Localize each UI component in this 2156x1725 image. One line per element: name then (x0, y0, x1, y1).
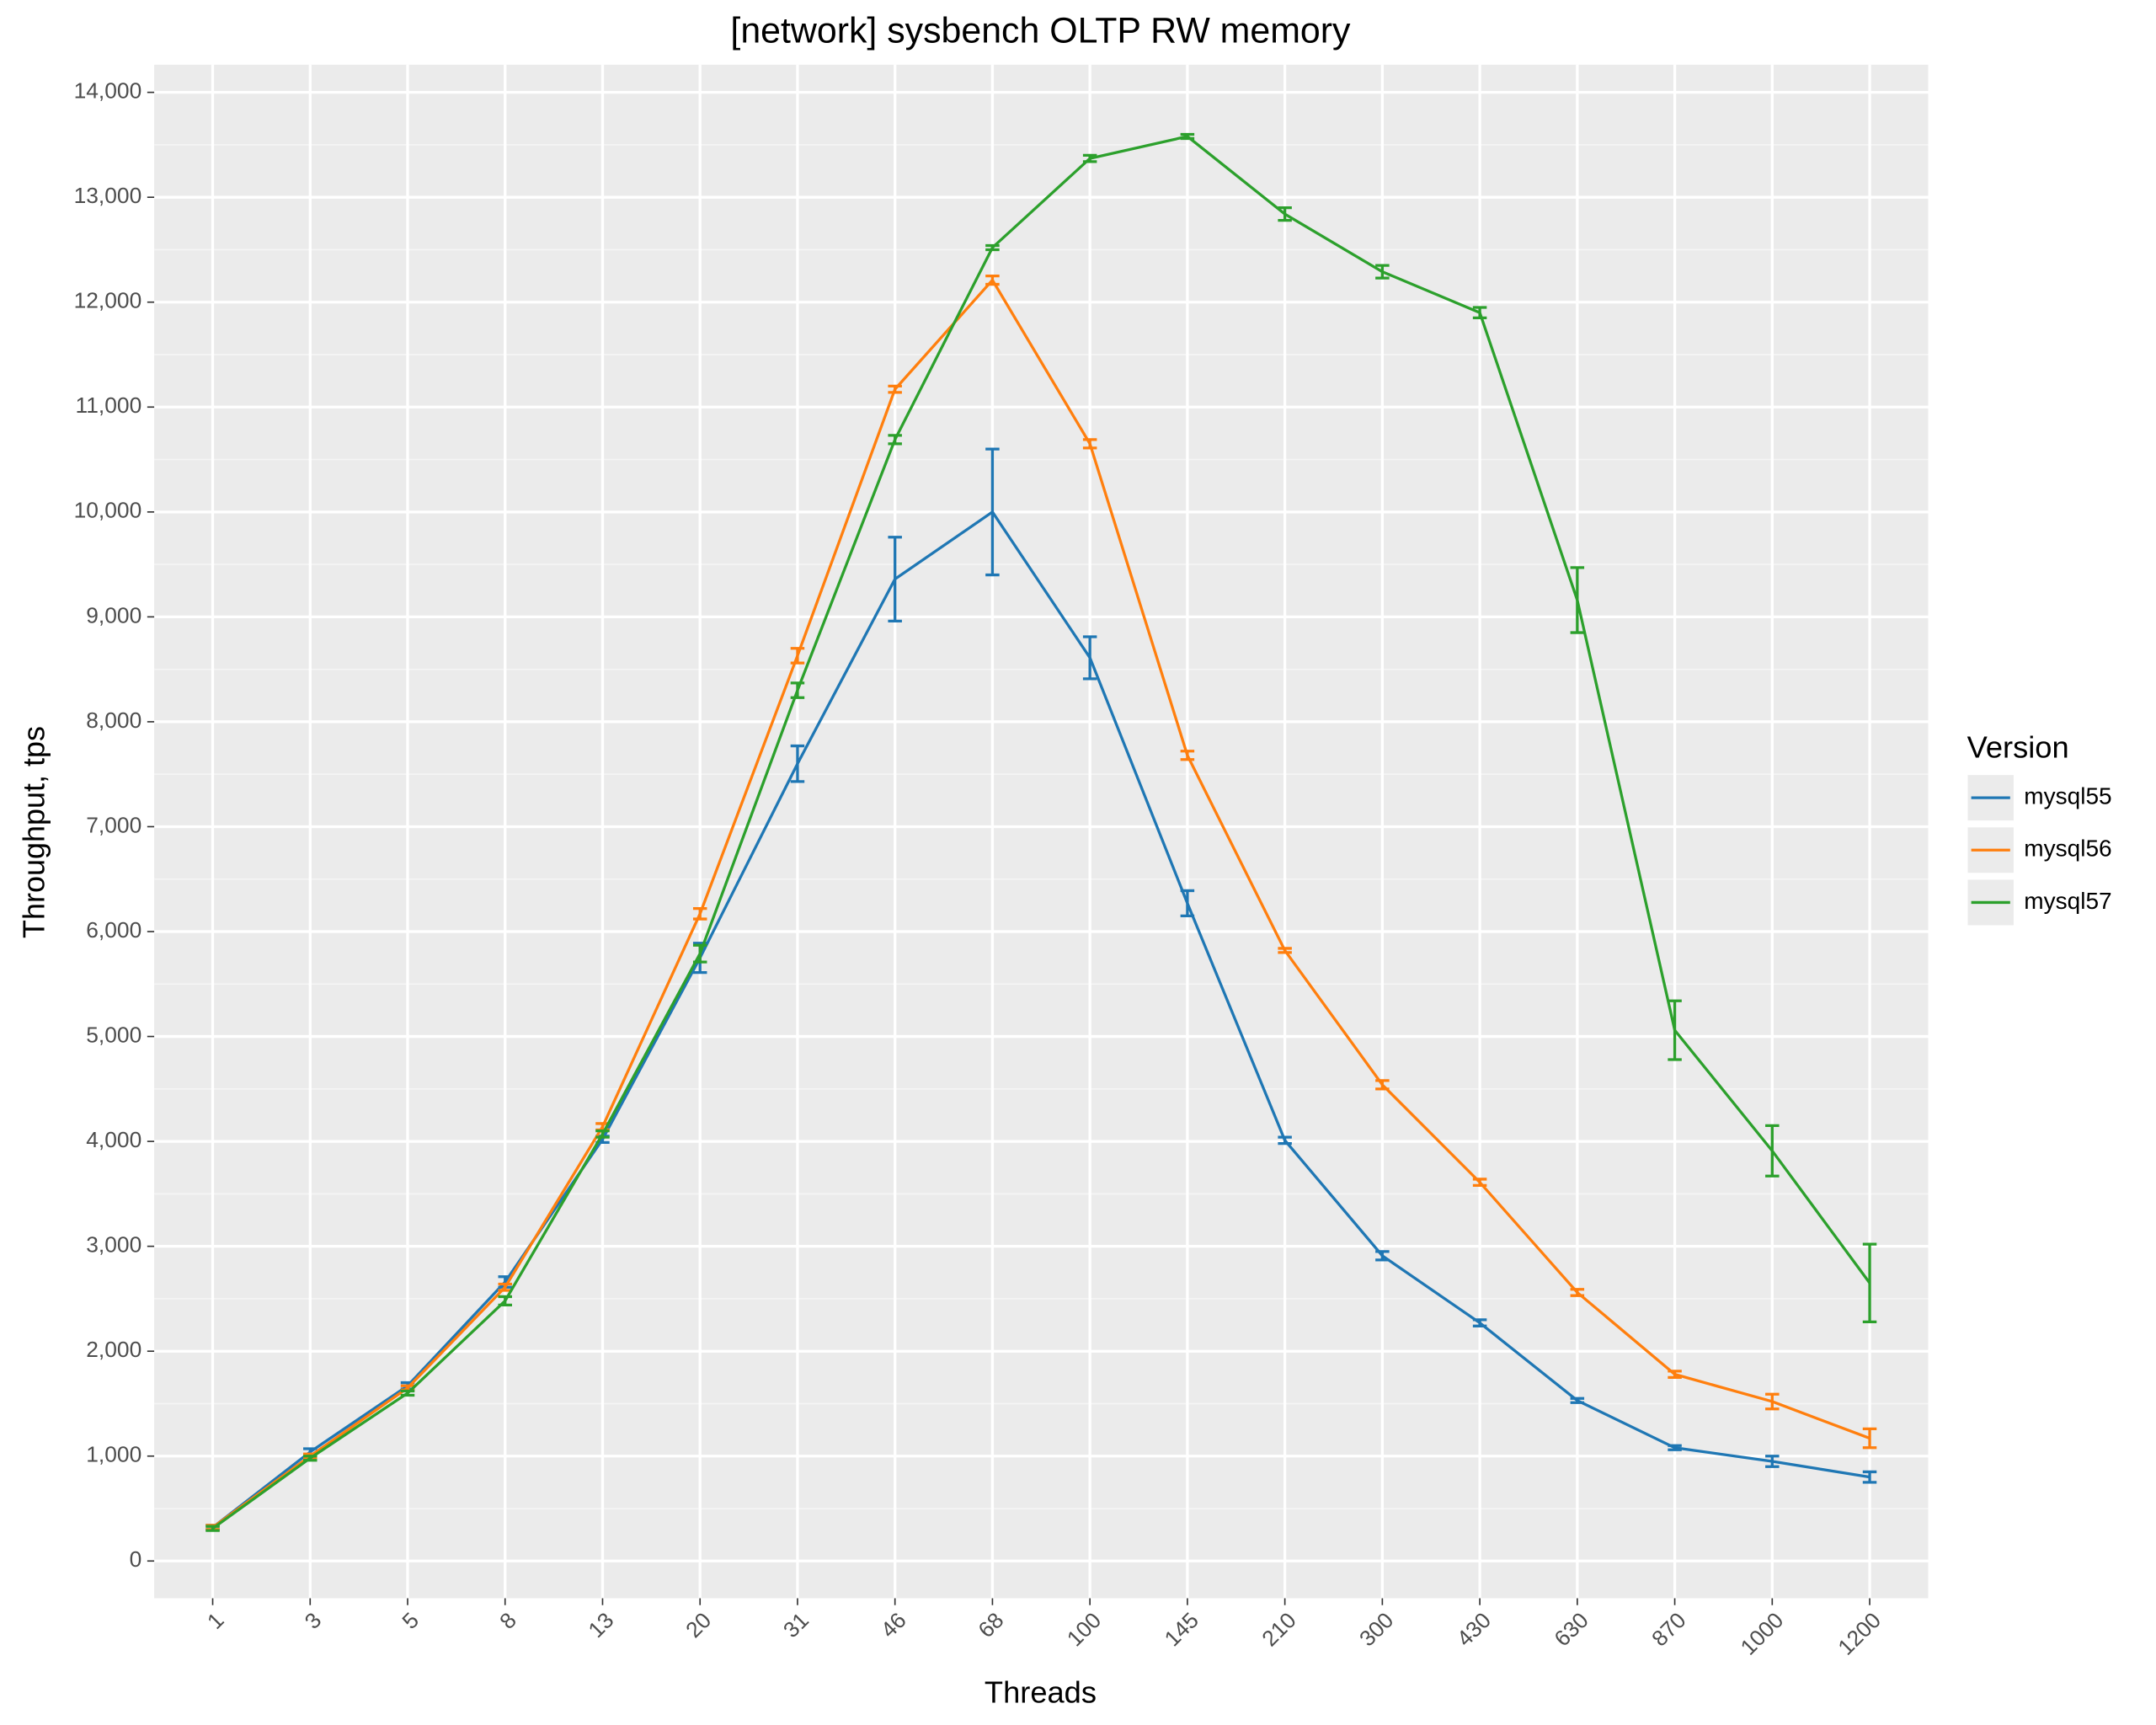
legend-label: mysql55 (2024, 783, 2111, 809)
error-bar (1472, 1318, 1487, 1327)
error-bar (692, 943, 707, 964)
y-tick-label: 13,000 (74, 183, 142, 208)
y-tick-label: 9,000 (86, 602, 141, 628)
error-bar (985, 243, 1000, 252)
x-tick-label: 20 (680, 1607, 716, 1642)
error-bar (1862, 1427, 1877, 1450)
chart-title: [network] sysbench OLTP RW memory (730, 11, 1351, 51)
error-bar (985, 274, 1000, 286)
error-bar (595, 1130, 610, 1139)
error-bar (1570, 1397, 1585, 1404)
x-tick-label: 100 (1062, 1607, 1106, 1651)
y-tick-label: 11,000 (76, 393, 142, 418)
error-bar (1278, 206, 1292, 222)
error-bar (1278, 947, 1292, 954)
error-bar (985, 447, 1000, 577)
error-bar (1180, 132, 1195, 141)
x-tick-label: 13 (584, 1607, 619, 1642)
x-tick-label: 3 (300, 1607, 327, 1633)
error-bar (888, 536, 902, 622)
y-tick-label: 6,000 (86, 917, 141, 943)
error-bar (1082, 438, 1097, 450)
error-bar (1472, 306, 1487, 320)
y-tick-label: 5,000 (86, 1023, 141, 1048)
series-line (211, 135, 1871, 1530)
series-line (211, 510, 1870, 1529)
y-tick-label: 0 (130, 1546, 142, 1572)
error-bar (790, 744, 805, 783)
x-tick-label: 210 (1257, 1607, 1300, 1651)
y-tick-label: 7,000 (86, 812, 141, 837)
error-bar (1082, 635, 1097, 681)
x-tick-label: 8 (494, 1607, 521, 1633)
x-tick-label: 1 (202, 1607, 229, 1633)
x-tick-label: 31 (778, 1607, 814, 1642)
error-bar (1180, 750, 1195, 761)
error-bar (1668, 1444, 1682, 1451)
x-tick-label: 68 (973, 1607, 1008, 1642)
error-bar (1862, 1242, 1877, 1323)
error-bar (888, 434, 902, 446)
marks (205, 132, 1877, 1532)
error-bar (1570, 1288, 1585, 1297)
error-bar (1375, 1079, 1390, 1091)
y-axis-label: Throughput, tps (16, 726, 51, 938)
error-bar (205, 1525, 220, 1532)
y-tick-label: 1,000 (86, 1442, 141, 1467)
error-bar (303, 1455, 318, 1462)
error-bar (790, 647, 805, 665)
y-tick-label: 2,000 (86, 1337, 141, 1362)
error-bar (790, 681, 805, 699)
x-tick-label: 430 (1452, 1607, 1496, 1651)
error-bar (888, 384, 902, 394)
y-tick-label: 3,000 (86, 1232, 141, 1258)
legend-label: mysql57 (2024, 888, 2111, 914)
error-bar (1375, 264, 1390, 280)
error-bar (1765, 1124, 1780, 1178)
error-bar (1570, 566, 1585, 634)
x-axis-label: Threads (985, 1675, 1097, 1710)
error-bar (498, 1295, 512, 1307)
series-line (211, 277, 1870, 1529)
x-tick-label: 630 (1549, 1607, 1593, 1651)
legend-title: Version (1967, 730, 2069, 765)
x-tick-label: 1200 (1833, 1607, 1886, 1659)
error-bar (1375, 1250, 1390, 1262)
error-bar (1765, 1455, 1780, 1468)
y-tick-label: 8,000 (86, 708, 141, 733)
x-tick-label: 870 (1646, 1607, 1690, 1651)
error-bar (1278, 1135, 1292, 1146)
x-tick-label: 5 (397, 1607, 424, 1633)
y-tick-label: 4,000 (86, 1127, 141, 1152)
x-tick-label: 300 (1354, 1607, 1398, 1651)
grid (154, 64, 1929, 1599)
y-tick-label: 10,000 (74, 498, 142, 523)
error-bar (1668, 999, 1682, 1061)
y-tick-label: 12,000 (74, 288, 142, 313)
x-tick-label: 46 (876, 1607, 911, 1642)
error-bar (1082, 153, 1097, 163)
x-tick-label: 1000 (1736, 1607, 1789, 1659)
error-bar (1765, 1392, 1780, 1411)
x-tick-label: 145 (1160, 1607, 1203, 1651)
error-bar (400, 1389, 415, 1397)
error-bar (692, 906, 707, 921)
legend-label: mysql56 (2024, 836, 2111, 862)
error-bar (1180, 889, 1195, 917)
error-bar (1668, 1370, 1682, 1379)
y-tick-label: 14,000 (74, 78, 142, 104)
error-bar (1862, 1470, 1877, 1484)
error-bar (1472, 1178, 1487, 1188)
panel (154, 64, 1929, 1599)
